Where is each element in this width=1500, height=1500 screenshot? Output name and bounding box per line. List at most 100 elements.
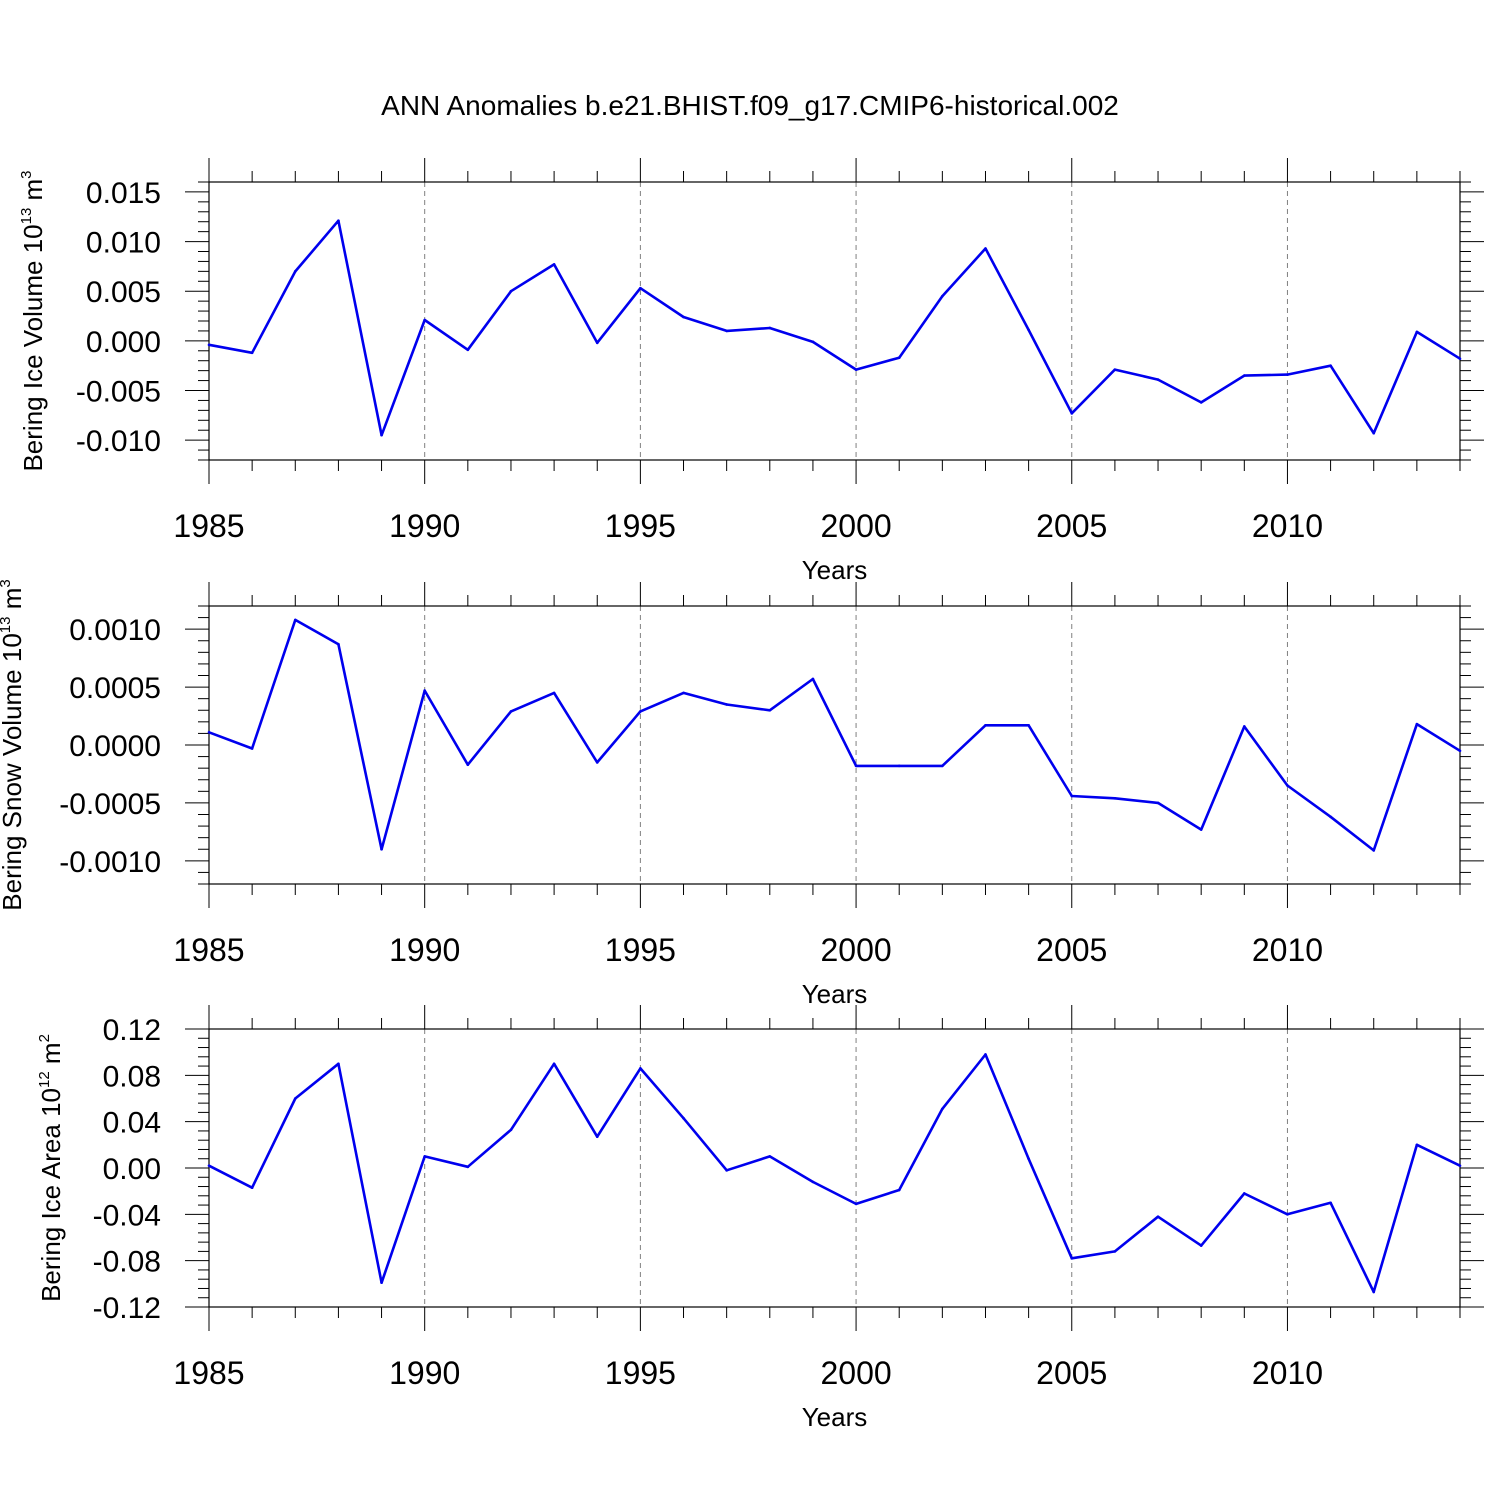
panel-1-y-tick-label: 0.010: [86, 227, 161, 260]
panel-3-x-tick-label: 1985: [173, 1355, 244, 1391]
panel-2-data-point: [423, 689, 426, 692]
panel-3-y-tick-label: 0.08: [103, 1060, 161, 1093]
panel-1-data-point: [811, 340, 815, 344]
panel-1-x-tick-label: 1985: [173, 508, 244, 544]
panel-2-x-tick-label: 1995: [605, 932, 676, 968]
panel-2-data-point: [1027, 724, 1030, 727]
panel-2-data-point: [1243, 725, 1246, 728]
panel-3-data-point: [509, 1128, 513, 1132]
panel-2-plot-frame: [208, 605, 1461, 885]
y-axis-title-part: m: [36, 1042, 66, 1071]
panel-1-data-point: [1329, 364, 1332, 367]
panel-2-data-point: [639, 710, 642, 713]
panel-2-data-point: [984, 724, 987, 727]
panel-1-data-point: [380, 433, 383, 437]
panel-3-data-point: [1113, 1250, 1117, 1253]
panel-3-data-point: [725, 1169, 728, 1172]
y-axis-title-part: Bering Snow Volume 10: [0, 633, 27, 911]
panel-1-data-point: [1156, 378, 1160, 381]
panel-1-data-point: [1372, 431, 1376, 435]
figure-title: ANN Anomalies b.e21.BHIST.f09_g17.CMIP6-…: [381, 90, 1119, 121]
panel-3-data-point: [1156, 1215, 1160, 1218]
panel-2-data-point: [552, 691, 556, 695]
panel-3-data-point: [682, 1116, 685, 1120]
panel-3-x-tick-label: 2010: [1252, 1355, 1323, 1391]
panel-1-y-tick-label: -0.005: [76, 376, 161, 409]
panel-3-y-axis-title: Bering Ice Area 1012 m2: [36, 1034, 66, 1302]
panel-1-x-axis-title: Years: [802, 555, 868, 585]
panel-2-data-point: [811, 677, 815, 681]
panel-3-data-point: [337, 1062, 340, 1066]
panel-2-x-tick-label: 2000: [820, 932, 891, 968]
panel-1-data-point: [509, 289, 513, 293]
panel-3-x-tick-label: 2005: [1036, 1355, 1107, 1391]
panel-1-data-point: [1415, 330, 1419, 334]
panel-1-data-point: [552, 263, 556, 266]
panel-1-y-tick-label: 0.005: [86, 276, 161, 309]
panel-3-plot-frame: [208, 1028, 1461, 1308]
y-axis-title-superscript: 13: [0, 617, 14, 634]
panel-2-data-point: [509, 710, 513, 713]
y-axis-title-superscript: 12: [36, 1071, 53, 1088]
panel-1-plot-frame: [208, 181, 1461, 461]
panel-1-data-point: [854, 368, 858, 371]
panel-3-data-point: [1243, 1192, 1246, 1195]
panel-1-data-point: [293, 270, 297, 273]
panel-2-data-point: [1458, 749, 1462, 753]
panel-1-y-axis-title: Bering Ice Volume 1013 m3: [18, 170, 48, 471]
panel-3-data-point: [1286, 1213, 1289, 1216]
panel-1-data-point: [1286, 373, 1289, 376]
panel-2-data-point: [466, 763, 470, 766]
panel-1-data-point: [1070, 412, 1074, 415]
y-axis-title-part: Bering Ice Volume 10: [18, 224, 48, 471]
panel-1-data-point: [941, 294, 944, 298]
y-axis-title-superscript: 3: [18, 170, 35, 178]
panel-1-data-point: [595, 341, 599, 345]
panel-3-series-line: [208, 1053, 1461, 1294]
panel-2-data-point: [1199, 828, 1203, 831]
panel-1-data-point: [1199, 401, 1203, 404]
panel-2-data-point: [768, 708, 772, 712]
panel-2-x-tick-label: 2005: [1036, 932, 1107, 968]
panel-3-data-point: [595, 1135, 599, 1139]
panel-3-data-point: [1329, 1201, 1332, 1205]
panel-2-data-point: [1329, 815, 1332, 819]
panel-3-data-point: [1070, 1257, 1074, 1260]
panel-2-data-point: [1372, 849, 1376, 852]
panel-3-data-point: [1458, 1164, 1462, 1167]
panel-3-x-axis-title: Years: [802, 1402, 868, 1432]
panel-3-data-point: [639, 1067, 642, 1070]
panel-3-y-tick-label: -0.04: [93, 1199, 161, 1232]
panel-2-y-tick-label: 0.0010: [69, 614, 161, 647]
y-axis-title-part: Bering Ice Area 10: [36, 1088, 66, 1302]
panel-2-data-point: [1070, 794, 1074, 798]
panel-1-data-point: [250, 351, 254, 355]
panel-3-data-point: [768, 1155, 772, 1158]
panel-1-data-point: [1458, 357, 1462, 361]
panel-1-y-tick-label: -0.010: [76, 425, 161, 458]
panel-3-data-point: [984, 1053, 987, 1056]
panel-1-series-line: [208, 219, 1461, 437]
panel-3-data-point: [941, 1107, 944, 1111]
panel-2-data-point: [207, 730, 211, 734]
panel-3-data-point: [423, 1155, 426, 1158]
panel-1-data-point: [768, 326, 772, 330]
panel-1-data-point: [423, 318, 426, 322]
panel-3-data-point: [897, 1188, 901, 1192]
panel-1-data-point: [1243, 374, 1246, 377]
panel-1-y-tick-label: 0.015: [86, 177, 161, 210]
panel-2-data-point: [337, 642, 340, 646]
y-axis-title-part: m: [0, 588, 27, 617]
chart-panel-2: -0.0010 -0.0005 0.0000 0.0005 0.0010 1985 1990…: [0, 579, 1484, 1009]
panel-2-x-tick-label: 1985: [173, 932, 244, 968]
panel-2-x-axis-title: Years: [802, 979, 868, 1009]
panel-2-data-point: [897, 764, 901, 768]
panel-3-data-point: [250, 1186, 254, 1189]
panel-2-x-tick-label: 2010: [1252, 932, 1323, 968]
panel-2-y-tick-label: 0.0005: [69, 672, 161, 705]
panel-2-x-tick-label: 1990: [389, 932, 460, 968]
panel-3-data-point: [466, 1165, 470, 1169]
y-axis-title-superscript: 2: [36, 1034, 53, 1042]
